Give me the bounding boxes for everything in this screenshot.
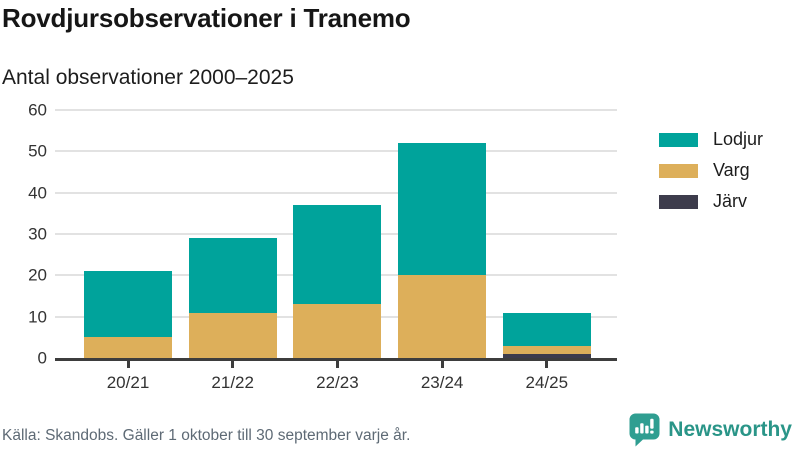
y-tick-label: 40 (28, 183, 47, 203)
legend-row-jarv: Järv (659, 191, 763, 212)
gridline (55, 109, 617, 111)
legend-label-varg: Varg (713, 160, 750, 180)
source-note: Källa: Skandobs. Gäller 1 oktober till 3… (2, 427, 411, 444)
bar-segment-lodjur (502, 312, 591, 346)
bar-segment-lodjur (188, 238, 277, 313)
x-tick-label: 22/23 (316, 373, 359, 392)
legend-swatch-varg (659, 163, 698, 178)
y-tick-label: 30 (28, 224, 47, 244)
y-tick-label: 20 (28, 265, 47, 285)
bar-segment-lodjur (84, 271, 172, 338)
x-tick-label: 21/22 (211, 373, 254, 392)
bar-segment-varg (502, 345, 591, 354)
chart-subtitle: Antal observationer 2000–2025 (2, 66, 294, 89)
bar-segment-varg (398, 275, 487, 358)
gridline (55, 150, 617, 153)
chart-legend: Lodjur Varg Järv (659, 129, 763, 222)
y-tick-label: 0 (37, 348, 47, 368)
x-axis-tick (545, 361, 549, 368)
y-tick-label: 60 (28, 100, 47, 120)
bar-segment-jarv (502, 353, 591, 358)
x-axis-tick (126, 361, 130, 368)
x-tick-label: 23/24 (420, 373, 464, 392)
y-axis-labels: 0 10 20 30 40 50 60 (0, 102, 47, 367)
x-tick-label: 24/25 (525, 373, 569, 392)
brand-name: Newsworthy (668, 418, 792, 441)
bar-segment-lodjur (293, 205, 382, 305)
y-tick-label: 50 (28, 141, 47, 161)
legend-swatch-lodjur (659, 132, 698, 147)
bar-segment-varg (188, 312, 277, 358)
bar-segment-lodjur (398, 143, 487, 276)
brand-logo: Newsworthy (629, 413, 792, 447)
legend-row-varg: Varg (659, 160, 763, 181)
legend-row-lodjur: Lodjur (659, 129, 763, 150)
plot-area: 20/21 21/22 22/23 23/24 24/25 (55, 109, 617, 392)
x-axis-tick (440, 361, 444, 368)
x-tick-label: 20/21 (106, 373, 150, 392)
page-title: Rovdjursobservationer i Tranemo (2, 3, 411, 33)
x-axis-tick (335, 361, 339, 368)
bar-segment-varg (84, 337, 172, 358)
bar-chart-speech-bubble-icon (629, 413, 660, 447)
gridline (55, 191, 617, 194)
legend-swatch-jarv (659, 194, 698, 209)
legend-label-jarv: Järv (713, 191, 748, 211)
y-tick-label: 10 (28, 307, 47, 327)
legend-label-lodjur: Lodjur (713, 129, 764, 149)
bar-segment-varg (293, 304, 382, 358)
x-axis-tick (231, 361, 235, 368)
